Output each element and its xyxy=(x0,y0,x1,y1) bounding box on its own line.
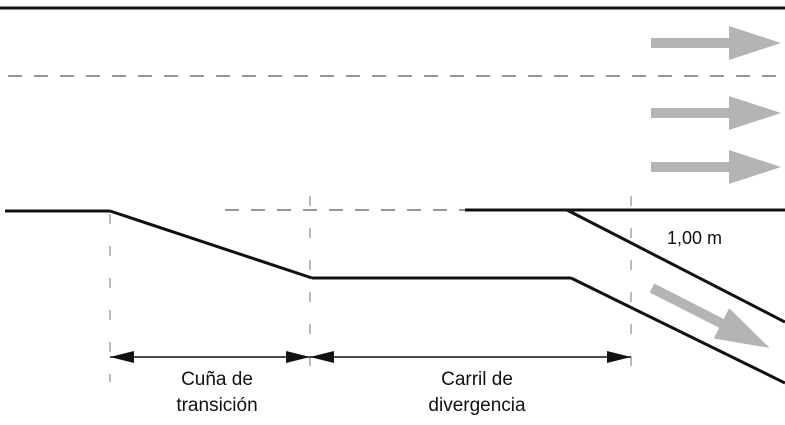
ramp-outer-edge xyxy=(570,276,785,385)
lane-label-line2: divergencia xyxy=(428,395,526,416)
lane-width-label: 1,00 m xyxy=(667,228,722,248)
through-arrow xyxy=(651,96,781,130)
ramp-inner-edge xyxy=(566,208,785,324)
diverging-arrow xyxy=(649,283,770,348)
through-arrow xyxy=(651,26,781,60)
through-arrow xyxy=(651,150,781,184)
taper-edge xyxy=(109,209,313,280)
taper-label-line2: transición xyxy=(176,395,257,416)
lane-label-line1: Carril de xyxy=(441,369,513,390)
taper-label-line1: Cuña de xyxy=(181,369,253,390)
